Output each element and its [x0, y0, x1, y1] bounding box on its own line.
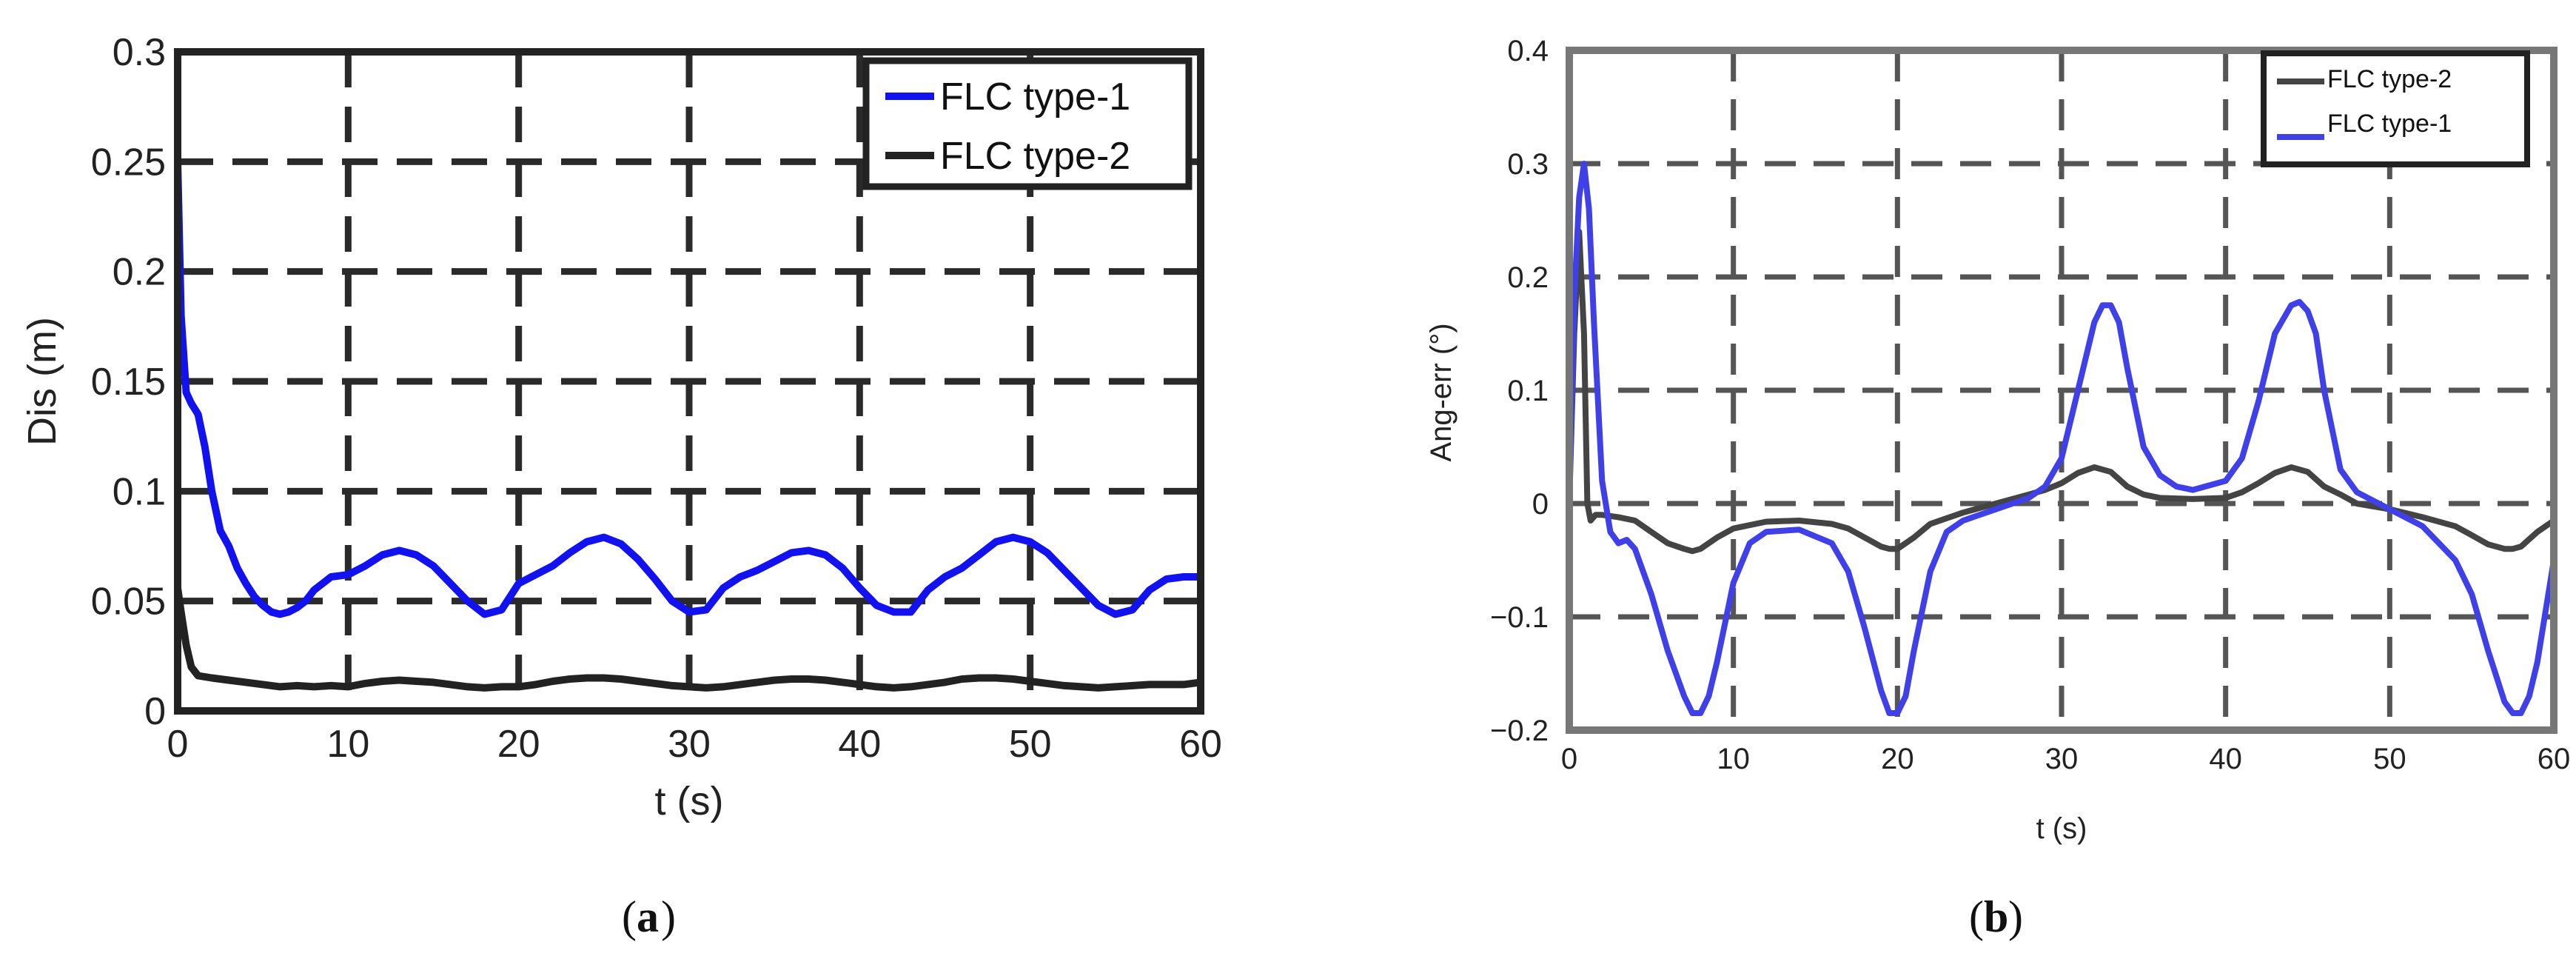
- chart-a-ytick-6: 0.3: [113, 31, 166, 74]
- chart-b-ytick-1: −0.1: [1490, 601, 1549, 634]
- chart-a-legend: FLC type-1 FLC type-2: [862, 57, 1193, 190]
- chart-b-legend-label-type1: FLC type-1: [2327, 110, 2452, 138]
- chart-a-xlabel: t (s): [655, 779, 724, 823]
- chart-a-xtick-4: 40: [838, 723, 881, 766]
- chart-a-ytick-3: 0.15: [91, 361, 166, 404]
- chart-a-xtick-3: 30: [668, 723, 711, 766]
- chart-a-legend-label-type1: FLC type-1: [940, 76, 1130, 118]
- chart-b-panel-close: ): [2008, 892, 2023, 941]
- chart-a-panel-close: ): [661, 892, 676, 941]
- chart-b-legend: FLC type-2 FLC type-1: [2261, 50, 2530, 167]
- chart-a-xtick-2: 20: [497, 723, 540, 766]
- chart-a-ytick-1: 0.05: [91, 581, 166, 624]
- chart-a-xtick-0: 0: [167, 723, 189, 766]
- chart-b-ytick-5: 0.3: [1507, 148, 1549, 181]
- chart-a-panel-letter: a: [637, 892, 659, 941]
- chart-b-ytick-6: 0.4: [1507, 35, 1549, 67]
- chart-a-frame: [174, 48, 1204, 715]
- chart-b-xtick-0: 0: [1561, 743, 1577, 775]
- chart-a-series-line-2: [174, 584, 1204, 692]
- chart-a-panel-label: ( a ): [622, 892, 676, 941]
- chart-a-ytick-2: 0.1: [113, 470, 166, 513]
- chart-b-series: [1566, 161, 2557, 716]
- chart-a-ytick-4: 0.2: [113, 251, 166, 294]
- chart-b-legend-label-type2: FLC type-2: [2327, 65, 2452, 93]
- chart-a-series: [174, 158, 1204, 692]
- chart-b-series-line-1: [1566, 228, 2557, 555]
- chart-a-ylabel: Dis (m): [20, 317, 64, 446]
- chart-a-ytick-0: 0: [144, 690, 166, 733]
- chart-a: 0 10 20 30 40 50 60 0 0.05 0.1 0.15 0.2 0.25 0.3 t (s…: [20, 31, 1222, 941]
- chart-b-panel-open: (: [1969, 892, 1984, 941]
- chart-b-xtick-4: 40: [2209, 743, 2242, 775]
- chart-b-ytick-2: 0: [1532, 488, 1549, 521]
- chart-b-ylabel: Ang-err (°): [1425, 323, 1458, 461]
- chart-b-ytick-4: 0.2: [1507, 261, 1549, 294]
- chart-b-ytick-0: −0.2: [1490, 715, 1549, 747]
- chart-a-tick-labels: 0 10 20 30 40 50 60 0 0.05 0.1 0.15 0.2 0.25 0.3: [91, 31, 1222, 766]
- chart-b-ytick-3: 0.1: [1507, 375, 1549, 407]
- chart-b-xlabel: t (s): [2036, 812, 2087, 845]
- chart-b-grid: [1569, 50, 2554, 730]
- chart-a-xtick-5: 50: [1009, 723, 1052, 766]
- chart-b-xtick-2: 20: [1881, 743, 1914, 775]
- chart-b-xtick-5: 50: [2373, 743, 2406, 775]
- chart-a-series-line-1: [174, 158, 1204, 618]
- chart-a-xtick-1: 10: [326, 723, 369, 766]
- chart-b-panel-letter: b: [1984, 892, 2008, 941]
- chart-a-legend-box: [862, 57, 1193, 190]
- chart-b-xtick-3: 30: [2045, 743, 2079, 775]
- chart-b-legend-box: [2261, 50, 2530, 167]
- chart-a-xtick-6: 60: [1179, 723, 1222, 766]
- chart-b-panel-label: ( b ): [1969, 892, 2023, 941]
- chart-b-tick-labels: 0 10 20 30 40 50 60 −0.2 −0.1 0 0.1 0.2 0.3 0.4: [1490, 35, 2570, 775]
- chart-b-xtick-1: 10: [1717, 743, 1750, 775]
- chart-a-ytick-5: 0.25: [91, 141, 166, 184]
- chart-b: 0 10 20 30 40 50 60 −0.2 −0.1 0 0.1 0.2 0.3 0.4 t (s)…: [1425, 35, 2570, 941]
- chart-b-series-line-2: [1566, 161, 2557, 716]
- chart-a-panel-open: (: [622, 892, 637, 941]
- chart-b-frame: [1566, 47, 2557, 734]
- chart-b-xtick-6: 60: [2538, 743, 2571, 775]
- chart-a-legend-label-type2: FLC type-2: [940, 135, 1130, 178]
